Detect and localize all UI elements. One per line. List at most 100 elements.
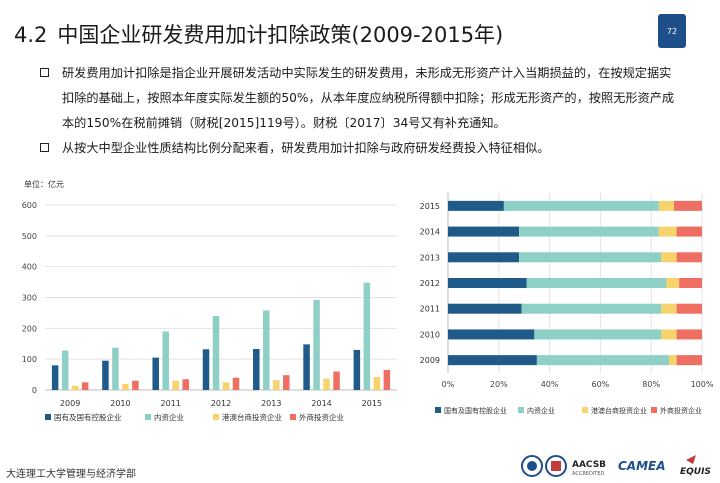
bar-segment (503, 200, 659, 211)
bullet-text: 从按大中型企业性质结构比例分配来看，研发费用加计扣除与政府研发经费投入特征相似。 (62, 141, 550, 155)
y-tick-label: 2009 (420, 356, 440, 365)
bar-segment (676, 355, 702, 366)
legend-label: 港澳台商投资企业 (591, 406, 647, 415)
legend-swatch (582, 407, 588, 413)
y-tick-label: 2012 (420, 279, 440, 288)
y-tick-label: 300 (22, 294, 37, 303)
bar (283, 375, 290, 390)
bar-segment (658, 226, 677, 237)
legend-swatch (435, 407, 441, 413)
university-seal-icon (521, 455, 543, 477)
bar (51, 365, 59, 390)
legend-swatch (145, 414, 151, 420)
bar (172, 380, 179, 390)
legend: 国有及国有控股企业 内资企业 港澳台商投资企业 外商投资企业 (45, 412, 344, 422)
bar-segment (536, 355, 669, 366)
bar (162, 331, 169, 390)
x-tick-label: 0% (442, 380, 455, 389)
bar-segment (676, 303, 702, 314)
bar-segment (534, 329, 662, 340)
bar (383, 369, 391, 390)
bar-segment (661, 329, 677, 340)
bar (182, 379, 189, 390)
bar (71, 385, 79, 390)
y-tick-label: 500 (22, 232, 37, 241)
bar-segment (519, 226, 659, 237)
legend-swatch (518, 407, 524, 413)
bar-segment (676, 252, 702, 263)
bar (273, 380, 280, 390)
bar-segment (448, 329, 535, 340)
y-tick-label: 2010 (420, 330, 440, 339)
svg-text:EQUIS: EQUIS (680, 467, 711, 477)
square-bullet-icon (40, 143, 49, 152)
y-tick-label: 2011 (420, 305, 440, 314)
bullet-list: 研发费用加计扣除是指企业开展研发活动中实际发生的研发费用，未形成无形资产计入当期… (40, 61, 680, 161)
bar (122, 383, 129, 390)
footer-text: 大连理工大学管理与经济学部 (6, 469, 136, 480)
bar (303, 344, 310, 390)
bar (313, 299, 320, 390)
bar-segment (679, 278, 702, 288)
y-tick-label: 2014 (420, 228, 440, 237)
page-number-badge: 72 (658, 14, 686, 48)
bar-segment (526, 278, 667, 288)
bar-segment (661, 303, 677, 314)
y-tick-label: 200 (22, 324, 37, 333)
bar (333, 371, 340, 390)
bar-segment (658, 200, 675, 211)
bar-segment (674, 200, 702, 211)
bar (323, 378, 330, 390)
x-tick-label: 100% (691, 380, 714, 389)
legend: 国有及国有控股企业 内资企业 港澳台商投资企业 外商投资企业 (435, 406, 702, 415)
bar (373, 377, 381, 390)
svg-text:AACSB: AACSB (572, 460, 606, 470)
slide-title: 4.2 中国企业研发费用加计扣除政策(2009-2015年) (14, 19, 503, 49)
svg-text:ACCREDITED: ACCREDITED (572, 471, 604, 477)
page-number: 72 (666, 26, 678, 36)
equis-logo: EQUIS (680, 455, 711, 477)
square-bullet-icon (40, 68, 49, 77)
x-tick-label: 20% (490, 380, 508, 389)
camea-logo: CAMEA (618, 459, 666, 473)
bar (152, 357, 159, 390)
bar (102, 360, 109, 390)
bar-segment (519, 252, 662, 263)
aacsb-logo: AACSB ACCREDITED (572, 460, 606, 477)
bar-group (448, 200, 702, 366)
legend-label: 内资企业 (154, 412, 184, 422)
logo-strip: AACSB ACCREDITED CAMEA EQUIS (521, 455, 711, 477)
bar-segment (448, 252, 520, 263)
bar (353, 349, 361, 390)
svg-text:CAMEA: CAMEA (618, 459, 666, 473)
y-tick-label: 600 (22, 201, 37, 210)
y-tick-label: 2015 (420, 202, 440, 211)
grouped-bar-chart: 单位：亿元 0 100 200 300 400 500 600 2009 2010 2011 201… (22, 179, 397, 422)
x-tick-label: 2014 (311, 399, 331, 408)
y-tick-label: 100 (22, 355, 37, 364)
unit-label: 单位：亿元 (24, 179, 64, 189)
bar-segment (448, 355, 537, 366)
x-tick-label: 2013 (261, 399, 281, 408)
legend-swatch (651, 407, 657, 413)
stacked-percent-bar-chart: 0% 20% 40% 60% 80% 100% 2015 2014 2013 2012 2011 20… (420, 193, 714, 415)
bar (81, 382, 89, 390)
bar-group (51, 282, 391, 390)
x-tick-label: 2011 (161, 399, 181, 408)
bar (212, 316, 220, 390)
bar (202, 349, 210, 390)
bar (253, 348, 260, 390)
school-emblem-icon (545, 455, 567, 477)
y-grid (45, 204, 397, 391)
legend-label: 外商投资企业 (299, 412, 344, 422)
axis-labels: 0 100 200 300 400 500 600 2009 2010 2011 2012 2013 2… (22, 201, 382, 408)
x-tick-label: 2012 (211, 399, 231, 408)
y-tick-label: 0 (32, 386, 37, 395)
legend-label: 外商投资企业 (660, 406, 702, 415)
bar (112, 347, 119, 390)
y-tick-label: 2013 (420, 253, 440, 262)
section-number: 4.2 (14, 23, 48, 47)
bar-segment (448, 226, 520, 237)
legend-label: 国有及国有控股企业 (444, 406, 507, 415)
bullet-item: 从按大中型企业性质结构比例分配来看，研发费用加计扣除与政府研发经费投入特征相似。 (40, 136, 680, 161)
